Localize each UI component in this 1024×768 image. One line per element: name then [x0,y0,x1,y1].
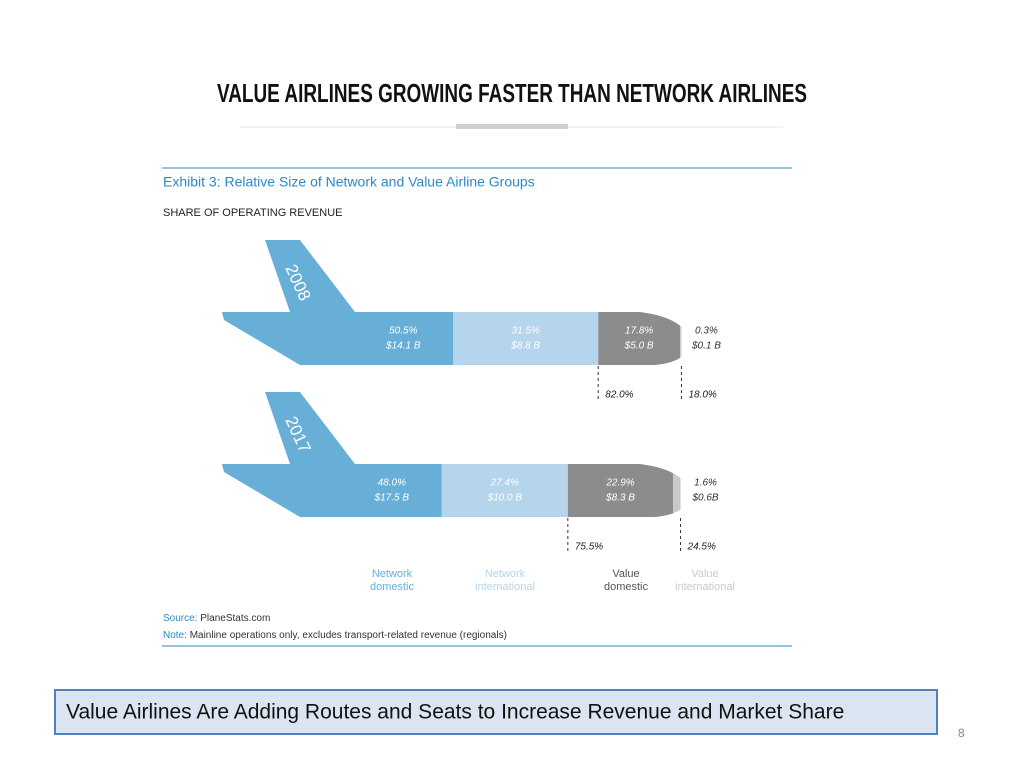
note-label: Note: [163,630,187,641]
revenue-label: $10.0 B [487,493,523,504]
legend-entry: Network international [475,568,535,593]
slide-title: VALUE AIRLINES GROWING FASTER THAN NETWO… [217,78,807,108]
revenue-label: $14.1 B [385,341,421,352]
revenue-label: $5.0 B [624,341,654,352]
share-label: 0.3% [695,326,718,337]
plane-segment [673,392,681,517]
revenue-label: $0.6B [691,493,718,504]
legend-entry: Network domestic [369,568,415,593]
revenue-label: $8.8 B [510,341,540,352]
page-number: 8 [958,726,965,740]
plane-segment [680,240,682,365]
share-label: 17.8% [625,326,653,337]
note: Note: Mainline operations only, excludes… [163,630,507,641]
exhibit-title: Exhibit 3: Relative Size of Network and … [163,174,535,190]
callout-box [54,689,938,735]
share-label: 48.0% [378,478,406,489]
callout: Value Airlines Are Adding Routes and Sea… [66,701,844,724]
revenue-label: $17.5 B [374,493,410,504]
share-label: 31.5% [512,326,540,337]
share-label: 1.6% [694,478,717,489]
total-label: 82.0% [605,390,633,401]
exhibit-subtitle: SHARE OF OPERATING REVENUE [163,207,343,219]
source-text: PlaneStats.com [200,613,270,624]
legend-entry: Value domestic [603,568,649,593]
source-label: Source: [163,613,197,624]
total-label: 75.5% [575,542,603,553]
note-text: Mainline operations only, excludes trans… [190,630,507,641]
legend-entry: Value international [675,568,735,593]
total-label: 18.0% [688,390,716,401]
title-accent [456,124,568,129]
plane [222,240,682,365]
share-label: 27.4% [490,478,519,489]
revenue-label: $8.3 B [605,493,635,504]
total-label: 24.5% [687,542,716,553]
share-label: 50.5% [389,326,417,337]
share-label: 22.9% [605,478,634,489]
revenue-label: $0.1 B [691,341,721,352]
source: Source: PlaneStats.com [163,613,270,624]
